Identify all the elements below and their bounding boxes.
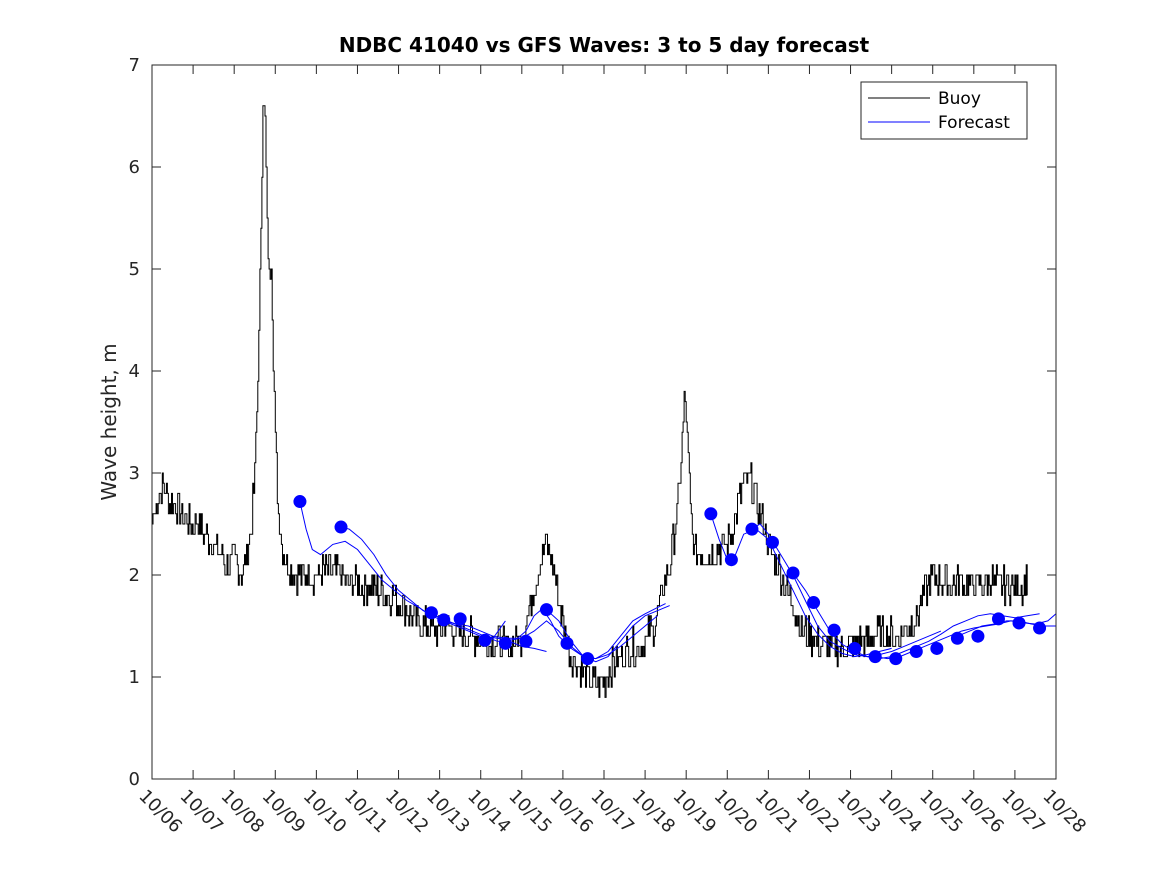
forecast-marker [519,634,533,648]
forecast-marker [765,535,779,549]
axes-box [151,64,1057,780]
x-tick-label: 10/16 [545,786,597,838]
forecast-marker [909,645,923,658]
x-tick-label: 10/23 [833,786,885,838]
forecast-marker [293,495,307,509]
forecast-marker [1012,616,1026,630]
x-tick-label: 10/17 [586,786,638,838]
forecast-marker [704,507,718,521]
forecast-marker [424,606,438,620]
x-tick-label: 10/08 [217,786,269,838]
forecast-marker [807,596,821,610]
x-tick-label: 10/19 [669,786,721,838]
x-tick-label: 10/20 [710,786,762,838]
forecast-series-line [546,605,670,663]
x-tick-label: 10/09 [258,786,310,838]
y-tick-label: 7 [129,55,140,76]
x-tick-label: 10/12 [381,786,433,838]
plot-area [152,65,1056,779]
y-tick-label: 6 [129,157,140,178]
forecast-marker [991,612,1005,626]
legend: Buoy Forecast [860,81,1028,140]
forecast-marker [745,522,759,536]
y-tick-label: 1 [129,667,140,688]
forecast-series-line [299,501,506,639]
forecast-marker [437,613,451,627]
y-tick-label: 3 [129,463,140,484]
y-tick-label: 5 [129,259,140,280]
forecast-marker [1033,621,1047,635]
x-tick-label: 10/07 [176,786,228,838]
x-tick-label: 10/10 [299,786,351,838]
x-tick-label: 10/14 [463,786,515,838]
x-tick-label: 10/25 [915,786,967,838]
forecast-marker [453,612,467,626]
x-tick-label: 10/28 [1038,786,1090,838]
chart-title: NDBC 41040 vs GFS Waves: 3 to 5 day fore… [339,33,870,57]
forecast-marker [868,650,882,664]
x-tick-label: 10/22 [792,786,844,838]
forecast-marker [848,641,862,655]
y-tick-label: 0 [129,769,140,790]
forecast-marker [581,652,595,666]
forecast-marker [334,520,348,534]
forecast-markers [293,495,1047,666]
x-tick-label: 10/18 [628,786,680,838]
forecast-marker [498,636,512,650]
forecast-marker [786,566,800,580]
forecast-series-line [484,603,666,660]
y-tick-label: 4 [129,361,140,382]
legend-buoy-label: Buoy [938,89,981,109]
legend-forecast-label: Forecast [938,113,1010,133]
x-tick-label: 10/11 [340,786,392,838]
x-tick-label: 10/24 [874,786,926,838]
y-axis-label: Wave height, m [97,343,121,500]
forecast-marker [539,603,553,617]
x-tick-label: 10/26 [956,786,1008,838]
forecast-marker [971,629,985,643]
x-tick-labels: 10/0610/0710/0810/0910/1010/1110/1210/13… [134,786,1090,838]
x-tick-label: 10/27 [997,786,1049,838]
legend-box [860,81,1028,140]
forecast-marker [930,641,944,655]
forecast-marker [724,553,738,567]
x-tick-label: 10/06 [134,786,186,838]
forecast-series-line [751,523,942,658]
forecast-marker [478,633,492,647]
forecast-marker [889,652,903,666]
forecast-marker [827,623,841,637]
x-tick-label: 10/15 [504,786,556,838]
y-tick-label: 2 [129,565,140,586]
x-tick-label: 10/13 [422,786,474,838]
y-tick-labels: 0 1 2 3 4 5 6 7 [129,55,140,790]
forecast-marker [950,631,964,645]
forecast-marker [560,636,574,650]
buoy-series-line [152,105,1028,698]
x-tick-label: 10/21 [751,786,803,838]
